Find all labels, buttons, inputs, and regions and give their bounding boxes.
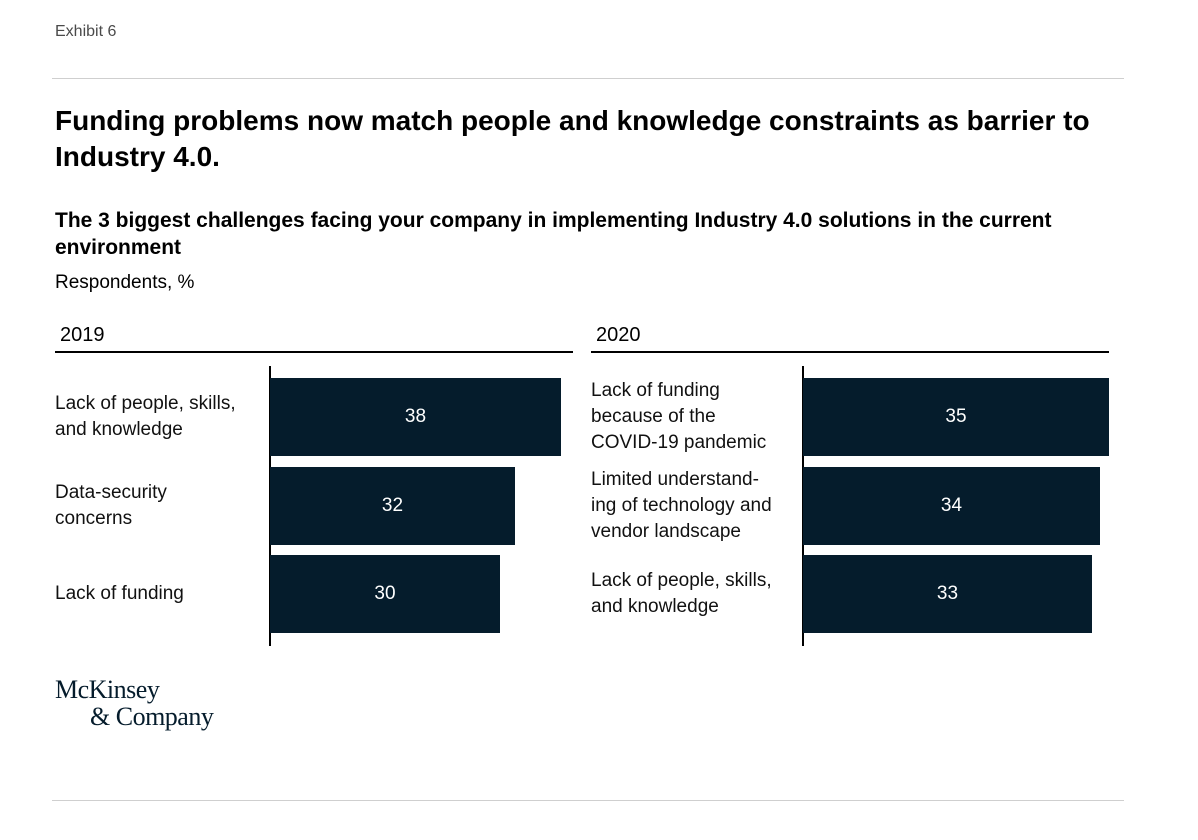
chart-subtitle: The 3 biggest challenges facing your com… [55,209,1052,259]
bar [803,467,1100,545]
category-label-line: Lack of funding [591,380,720,401]
bar-value-label: 34 [940,495,963,516]
bar [803,378,1109,456]
bar-value-label: 33 [936,583,959,604]
chart-title: Funding problems now match people and kn… [55,105,1090,172]
panel-title: 2020 [596,324,641,346]
category-label: Lack of people, skills, and knowledge [591,568,772,620]
panel-header-line [591,351,1109,353]
category-axis [802,366,804,646]
bar-value-label: 32 [381,495,404,516]
category-label-line: COVID-19 pandemic [591,432,767,453]
category-label-line: concerns [55,508,133,529]
category-axis [269,366,271,646]
category-label-line: and knowledge [591,596,719,617]
bar [803,555,1092,633]
exhibit-label: Exhibit 6 [55,23,117,40]
bar [270,467,515,545]
category-label-line: and knowledge [55,419,183,440]
bar-value-label: 35 [945,406,967,427]
bar-value-label: 38 [404,406,427,427]
category-label-line: Limited understand- [591,469,759,490]
category-label: Data-security concerns [55,480,167,532]
bar [270,555,500,633]
bottom-divider [52,800,1124,801]
unit-label: Respondents, % [55,272,195,293]
mckinsey-logo: McKinsey & Company [55,675,214,731]
bar [270,378,561,456]
category-label-line: Lack of people, skills, [591,570,772,591]
logo-line-1: McKinsey [55,675,160,704]
panel-header-line [55,351,573,353]
category-label: Limited understand-ing of technology and… [591,467,772,545]
category-label-line: ing of technology and [591,495,772,516]
category-label: Lack of funding because of the COVID-19 pa… [591,378,766,456]
category-label: Lack of people, skills, and knowledge [55,391,236,443]
top-divider [52,78,1124,79]
category-label: Lack of funding [55,581,184,607]
panel-2019: 2019 Lack of people, skills, and knowledg… [55,322,575,652]
panel-2020: 2020 Lack of funding because of the COVID-… [591,322,1111,652]
category-label-line: because of the [591,406,716,427]
logo-line-2: & Company [90,702,214,731]
category-label-line: vendor landscape [591,521,741,542]
category-label-line: Lack of people, skills, [55,393,236,414]
category-label-line: Data-security [55,482,167,503]
category-label-line: Lack of funding [55,583,184,604]
panel-title: 2019 [60,324,105,346]
bar-value-label: 30 [374,583,396,604]
